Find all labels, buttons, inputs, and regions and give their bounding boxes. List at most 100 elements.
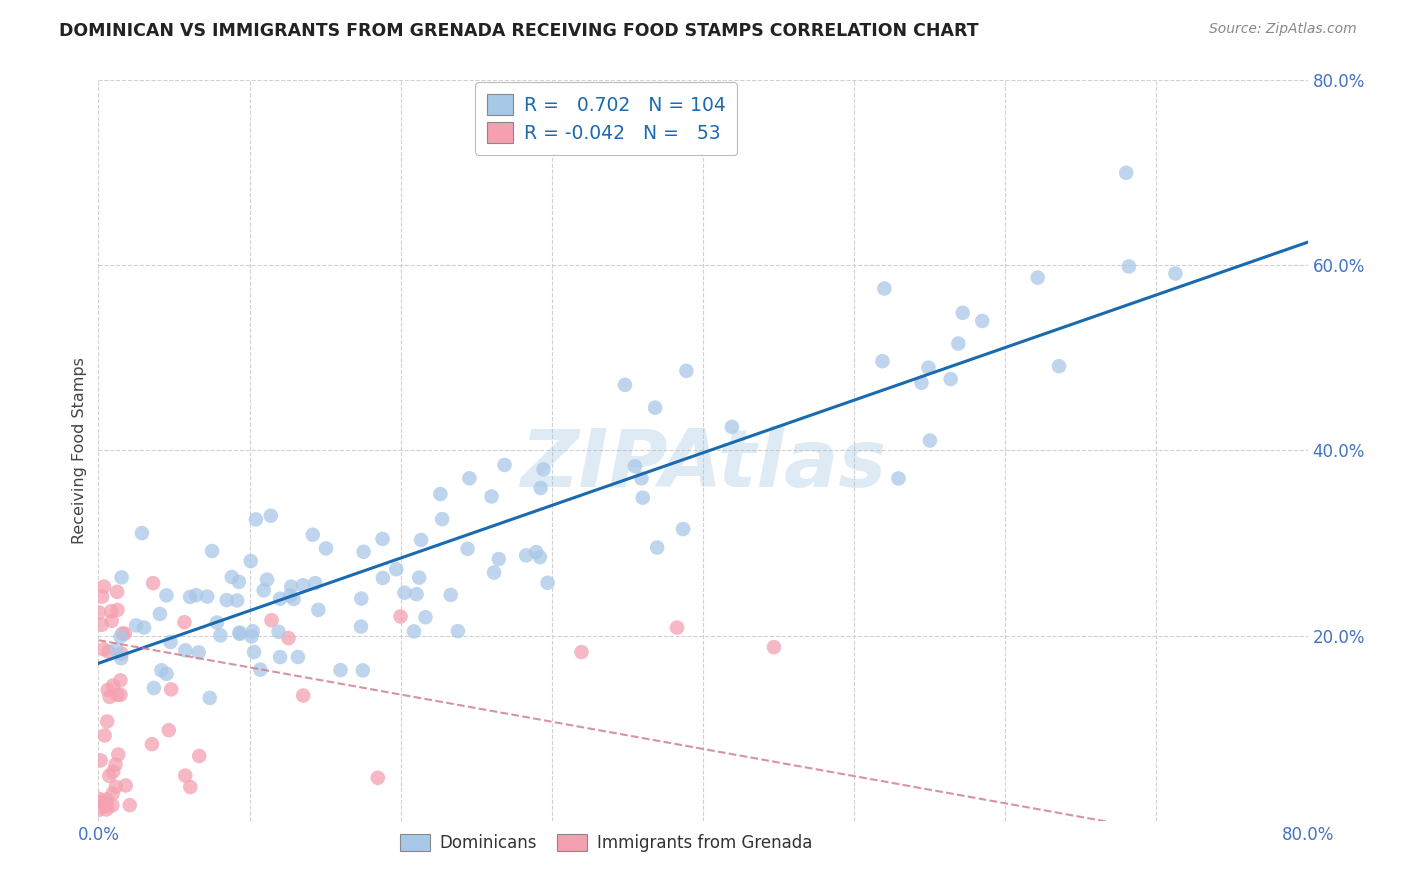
Point (630, 471, 652, 485)
Point (405, 587, 427, 601)
Point (101, 798, 124, 813)
Point (350, 591, 373, 606)
Point (350, 619, 373, 633)
Point (131, 526, 153, 541)
Point (110, 651, 132, 665)
Point (353, 545, 375, 559)
Point (205, 615, 228, 630)
Point (118, 798, 141, 813)
Point (389, 609, 412, 624)
Point (159, 635, 181, 649)
Point (872, 354, 894, 368)
Point (245, 512, 267, 526)
Point (110, 647, 132, 661)
Point (110, 688, 132, 702)
Point (87, 792, 110, 806)
Point (408, 571, 430, 585)
Point (394, 585, 416, 599)
Point (201, 544, 224, 558)
Point (188, 749, 211, 764)
Point (972, 314, 994, 328)
Point (105, 688, 128, 702)
Point (110, 630, 132, 644)
Point (301, 528, 323, 542)
Point (98, 690, 121, 704)
Point (481, 490, 503, 504)
Point (111, 626, 134, 640)
Point (142, 681, 165, 695)
Point (447, 624, 470, 639)
Point (287, 650, 309, 665)
Point (101, 787, 124, 801)
Point (110, 570, 132, 584)
Point (402, 624, 425, 639)
Point (269, 591, 291, 606)
Point (90, 753, 112, 767)
Point (93, 728, 115, 742)
Point (269, 650, 291, 665)
Point (256, 573, 278, 587)
Point (918, 434, 941, 448)
Point (762, 640, 785, 655)
Point (515, 549, 537, 563)
Point (329, 663, 352, 677)
Point (228, 625, 250, 640)
Point (278, 589, 301, 603)
Point (1115, 166, 1137, 180)
Point (96, 792, 118, 806)
Text: Source: ZipAtlas.com: Source: ZipAtlas.com (1209, 22, 1357, 37)
Point (96, 802, 118, 816)
Point (304, 576, 326, 591)
Point (267, 624, 290, 639)
Point (114, 626, 136, 640)
Point (260, 508, 283, 523)
Point (457, 541, 479, 556)
Point (179, 590, 201, 604)
Point (101, 764, 124, 779)
Point (93, 579, 115, 593)
Point (624, 459, 647, 474)
Point (174, 768, 197, 782)
Text: ZIPAtlas: ZIPAtlas (520, 426, 886, 504)
Point (240, 629, 263, 643)
Point (105, 642, 128, 657)
Point (150, 663, 173, 677)
Point (107, 603, 129, 617)
Point (98, 769, 121, 783)
Point (93, 642, 115, 657)
Point (280, 580, 302, 594)
Text: DOMINICAN VS IMMIGRANTS FROM GRENADA RECEIVING FOOD STAMPS CORRELATION CHART: DOMINICAN VS IMMIGRANTS FROM GRENADA REC… (59, 22, 979, 40)
Point (104, 757, 127, 772)
Point (174, 643, 197, 657)
Point (100, 614, 122, 628)
Point (100, 604, 122, 618)
Point (440, 588, 463, 602)
Point (283, 592, 305, 607)
Point (229, 627, 252, 641)
Point (482, 566, 505, 580)
Point (114, 779, 136, 793)
Point (429, 487, 451, 501)
Point (939, 372, 962, 386)
Point (524, 545, 547, 559)
Point (533, 462, 555, 476)
Point (87, 606, 110, 620)
Point (631, 491, 654, 505)
Point (87, 803, 110, 817)
Point (107, 747, 129, 762)
Point (315, 541, 337, 556)
Point (352, 664, 374, 678)
Point (887, 471, 910, 485)
Point (91, 795, 114, 809)
Point (645, 541, 668, 555)
Point (101, 678, 124, 692)
Point (721, 420, 744, 434)
Point (1026, 270, 1049, 285)
Point (292, 578, 315, 592)
Point (415, 610, 437, 624)
Point (1164, 267, 1187, 281)
Point (97, 645, 120, 659)
Point (253, 583, 276, 598)
Point (1118, 260, 1140, 274)
Point (307, 603, 329, 617)
